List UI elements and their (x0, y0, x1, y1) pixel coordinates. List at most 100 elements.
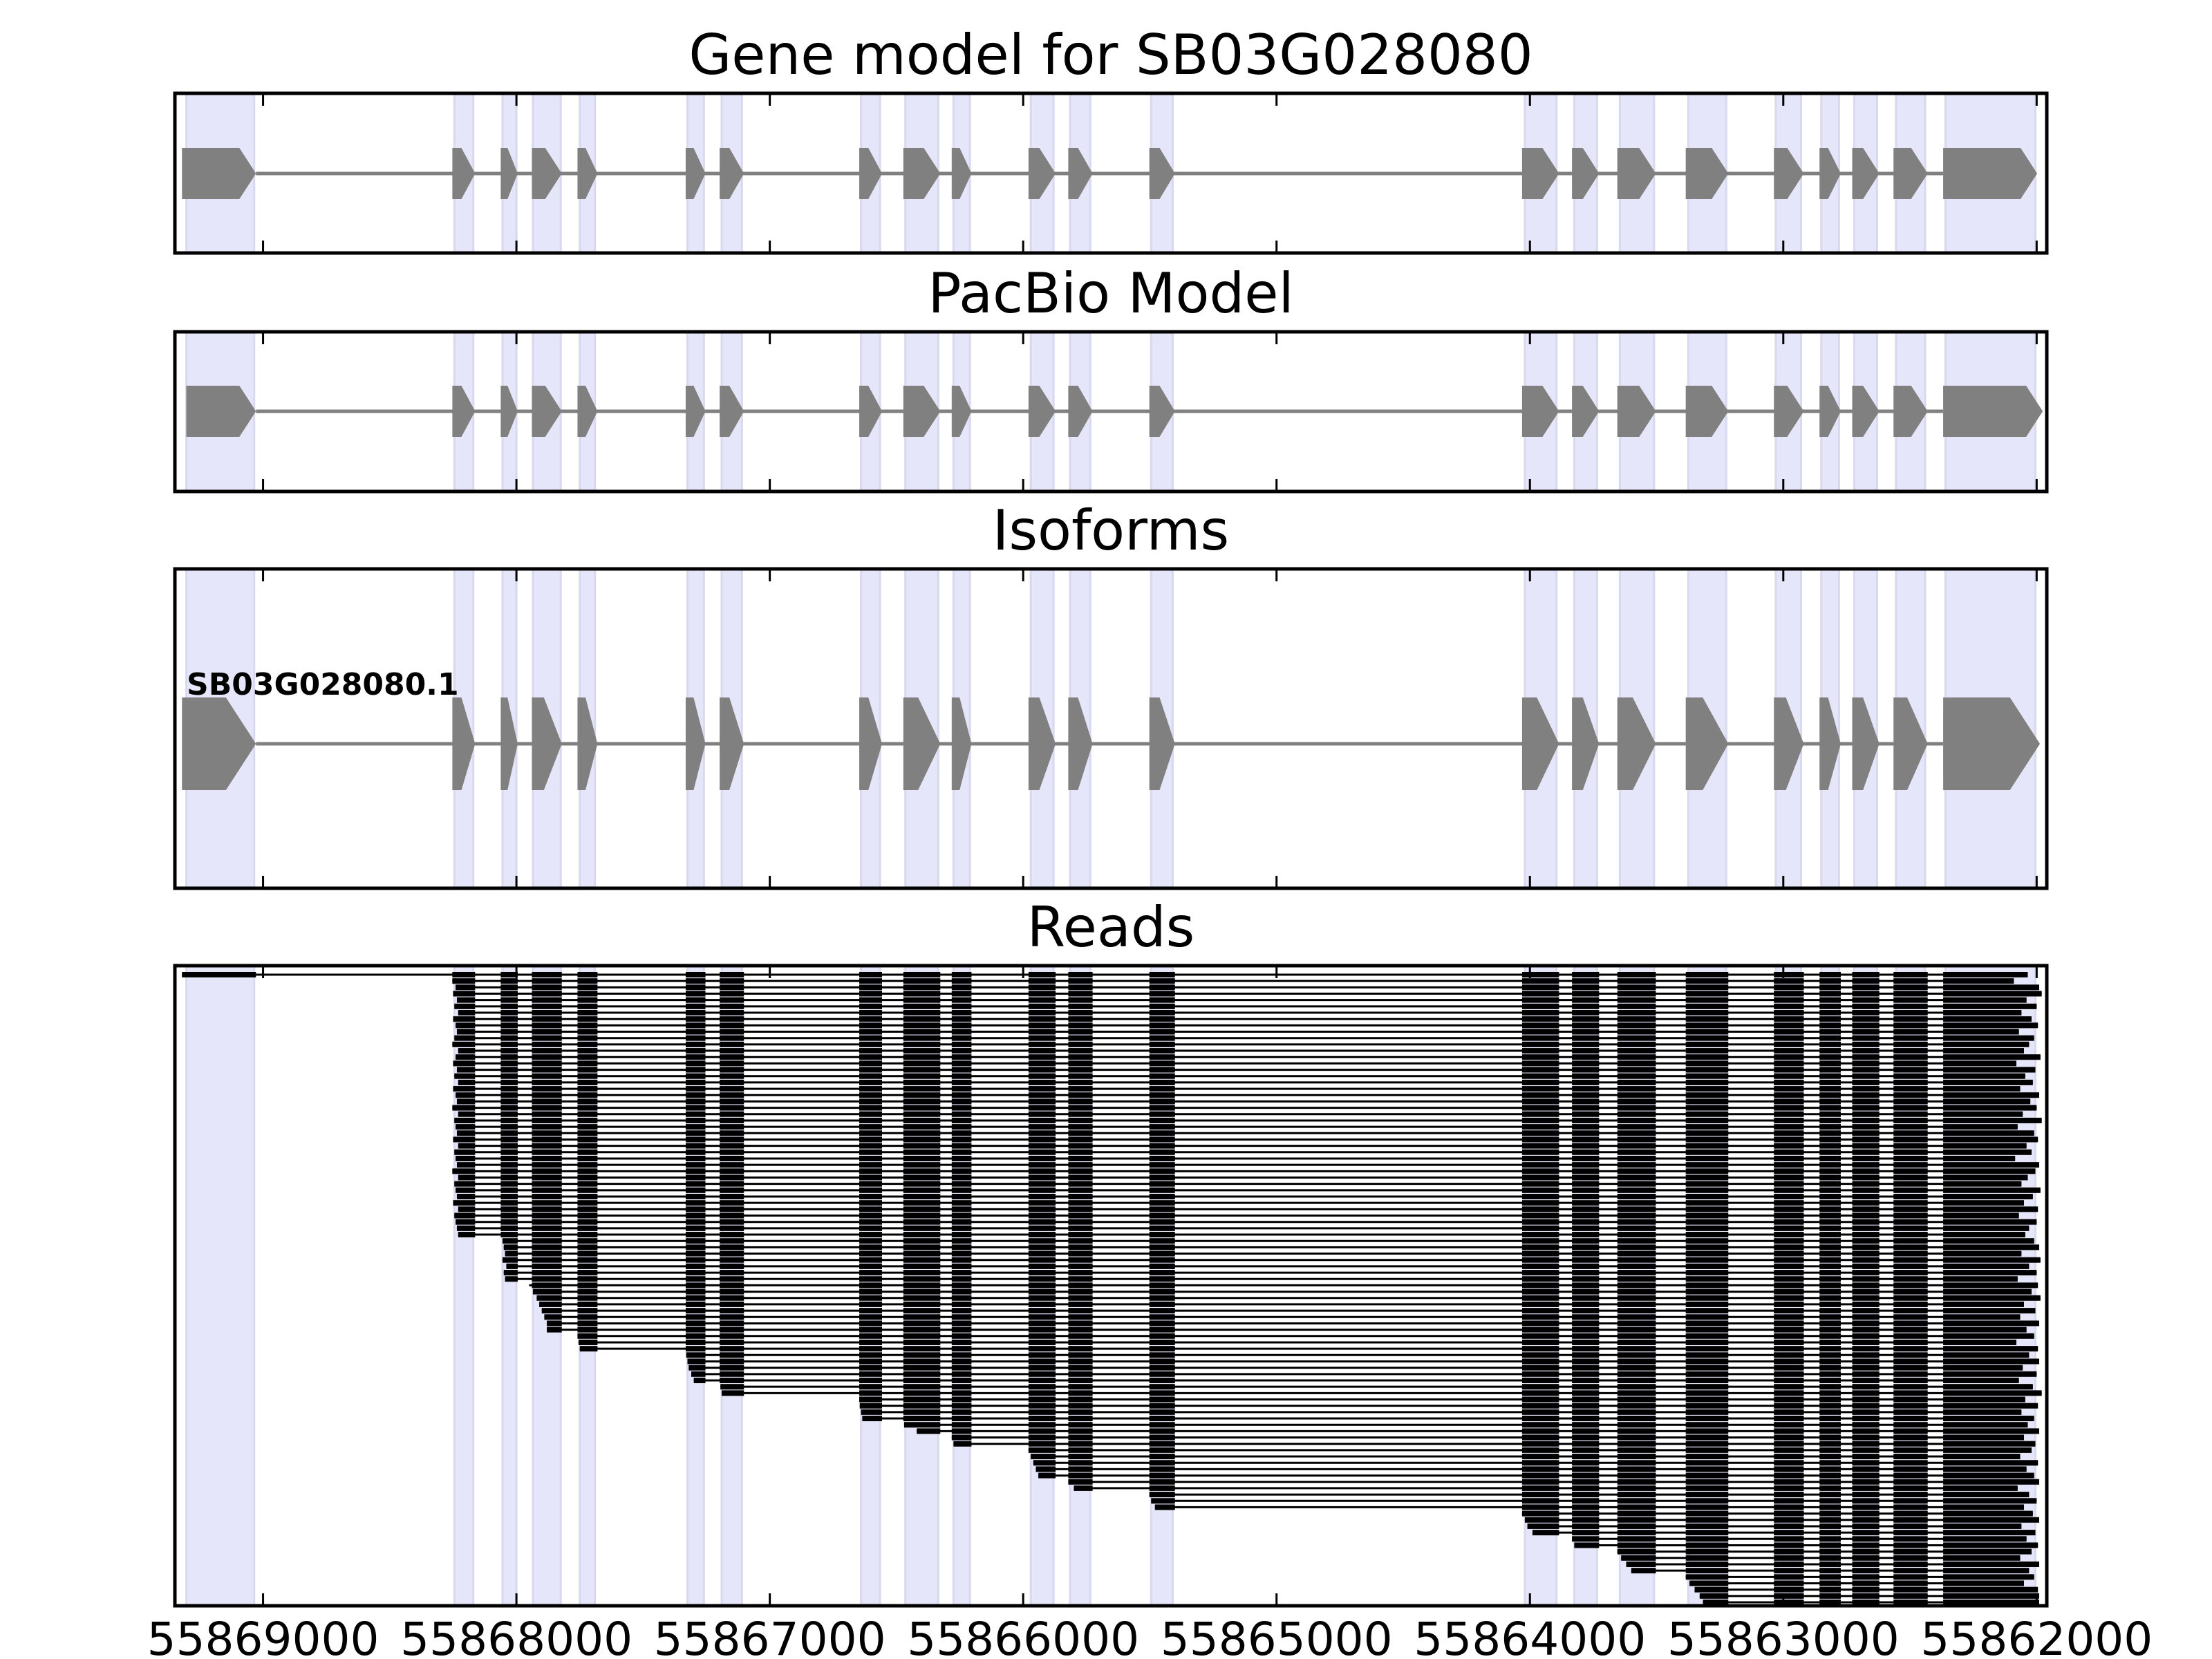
read-exon (1028, 1441, 1056, 1447)
read-exon (1617, 1238, 1656, 1244)
read-exon (577, 972, 598, 977)
read-exon (685, 1288, 706, 1295)
read-exon (1774, 997, 1804, 1003)
read-exon (1617, 1130, 1656, 1136)
read-exon (720, 1352, 744, 1358)
read-exon (1572, 1117, 1600, 1123)
read-exon (1685, 1073, 1729, 1079)
read-exon (1819, 1371, 1841, 1377)
exon-arrow (1943, 386, 2043, 437)
read-exon (1149, 997, 1175, 1003)
read-exon (1028, 1117, 1056, 1123)
read-exon (456, 1092, 476, 1098)
read-exon (1572, 1060, 1600, 1067)
read (503, 1244, 2040, 1250)
exon-arrow (532, 148, 562, 199)
read-exon (1774, 1187, 1804, 1193)
read-exon (1685, 1466, 1729, 1472)
read-exon (859, 1060, 883, 1067)
read-exon (1149, 1447, 1175, 1453)
read-exon (1028, 1422, 1056, 1428)
exon-arrow (1852, 386, 1880, 437)
read-exon (532, 1048, 562, 1054)
read-exon (577, 1206, 598, 1212)
read-exon (1572, 1517, 1600, 1523)
read-exon (500, 972, 518, 977)
read-exon (1774, 1479, 1804, 1485)
read-exon (577, 1003, 598, 1009)
read-exon (1943, 1314, 2021, 1320)
read-exon (1527, 1523, 1559, 1529)
read-exon (1943, 1282, 2038, 1288)
read-exon (1149, 1365, 1175, 1371)
read-exon (1685, 1308, 1729, 1314)
read-exon (951, 1270, 972, 1276)
read-exon (951, 1428, 972, 1434)
read-exon (1685, 978, 1729, 984)
read-exon (1685, 997, 1729, 1003)
read-exon (458, 1174, 476, 1181)
read-exon (1685, 1327, 1729, 1333)
read-exon (1617, 1288, 1656, 1295)
read-exon (1893, 1308, 1928, 1314)
read-exon (1685, 1574, 1729, 1580)
read-exon (1572, 1048, 1600, 1054)
read-exon (1068, 1390, 1093, 1396)
read-exon (1774, 1510, 1804, 1517)
read-exon (577, 1276, 598, 1282)
read-exon (1028, 1333, 1056, 1339)
read-exon (1028, 1434, 1056, 1441)
read-exon (532, 1010, 562, 1016)
read-exon (859, 1136, 883, 1143)
read-exon (1572, 1181, 1600, 1187)
read-exon (1943, 1067, 2036, 1073)
read-exon (1572, 1016, 1600, 1022)
read-exon (720, 1079, 744, 1085)
read-exon (1685, 1035, 1729, 1041)
read (547, 1320, 2040, 1327)
read-exon (720, 1339, 744, 1345)
read-exon (685, 1339, 706, 1345)
read-exon (1617, 1079, 1656, 1085)
read-exon (1774, 1022, 1804, 1029)
read-exon (1685, 1130, 1729, 1136)
read-exon (685, 1130, 706, 1136)
read-exon (1685, 1441, 1729, 1447)
read-exon (1774, 978, 1804, 984)
read-exon (1028, 1225, 1056, 1231)
read-exon (1617, 1333, 1656, 1339)
read-exon (506, 1263, 518, 1269)
read-exon (951, 1371, 972, 1377)
read-exon (1028, 991, 1056, 997)
read-exon (500, 1048, 518, 1054)
read-exon (1617, 1434, 1656, 1441)
read-exon (1617, 1460, 1656, 1466)
read-exon (532, 1130, 562, 1136)
read-exon (1819, 1149, 1841, 1155)
read-exon (1893, 1365, 1928, 1371)
read-exon (1572, 1454, 1600, 1460)
read-exon (1852, 1016, 1880, 1022)
read-exon (1572, 1371, 1600, 1377)
read-exon (903, 1194, 941, 1200)
read-exon (1685, 1523, 1729, 1529)
read-exon (1774, 1124, 1804, 1130)
read-exon (456, 1155, 476, 1161)
read-exon (1852, 1308, 1880, 1314)
read-exon (577, 1301, 598, 1307)
read-exon (720, 1054, 744, 1060)
read-exon (1521, 1238, 1559, 1244)
read-exon (1521, 1155, 1559, 1161)
read-exon (859, 1086, 883, 1092)
read (1685, 1574, 2034, 1580)
read-exon (1521, 1086, 1559, 1092)
read-exon (1893, 1250, 1928, 1257)
read-exon (1572, 1377, 1600, 1383)
read-exon (1521, 1079, 1559, 1085)
read-exon (1521, 1428, 1559, 1434)
read-exon (1028, 1041, 1056, 1047)
read-exon (1068, 1155, 1093, 1161)
read-exon (720, 1282, 744, 1288)
read-exon (1852, 1568, 1880, 1574)
read-exon (1572, 1536, 1600, 1542)
